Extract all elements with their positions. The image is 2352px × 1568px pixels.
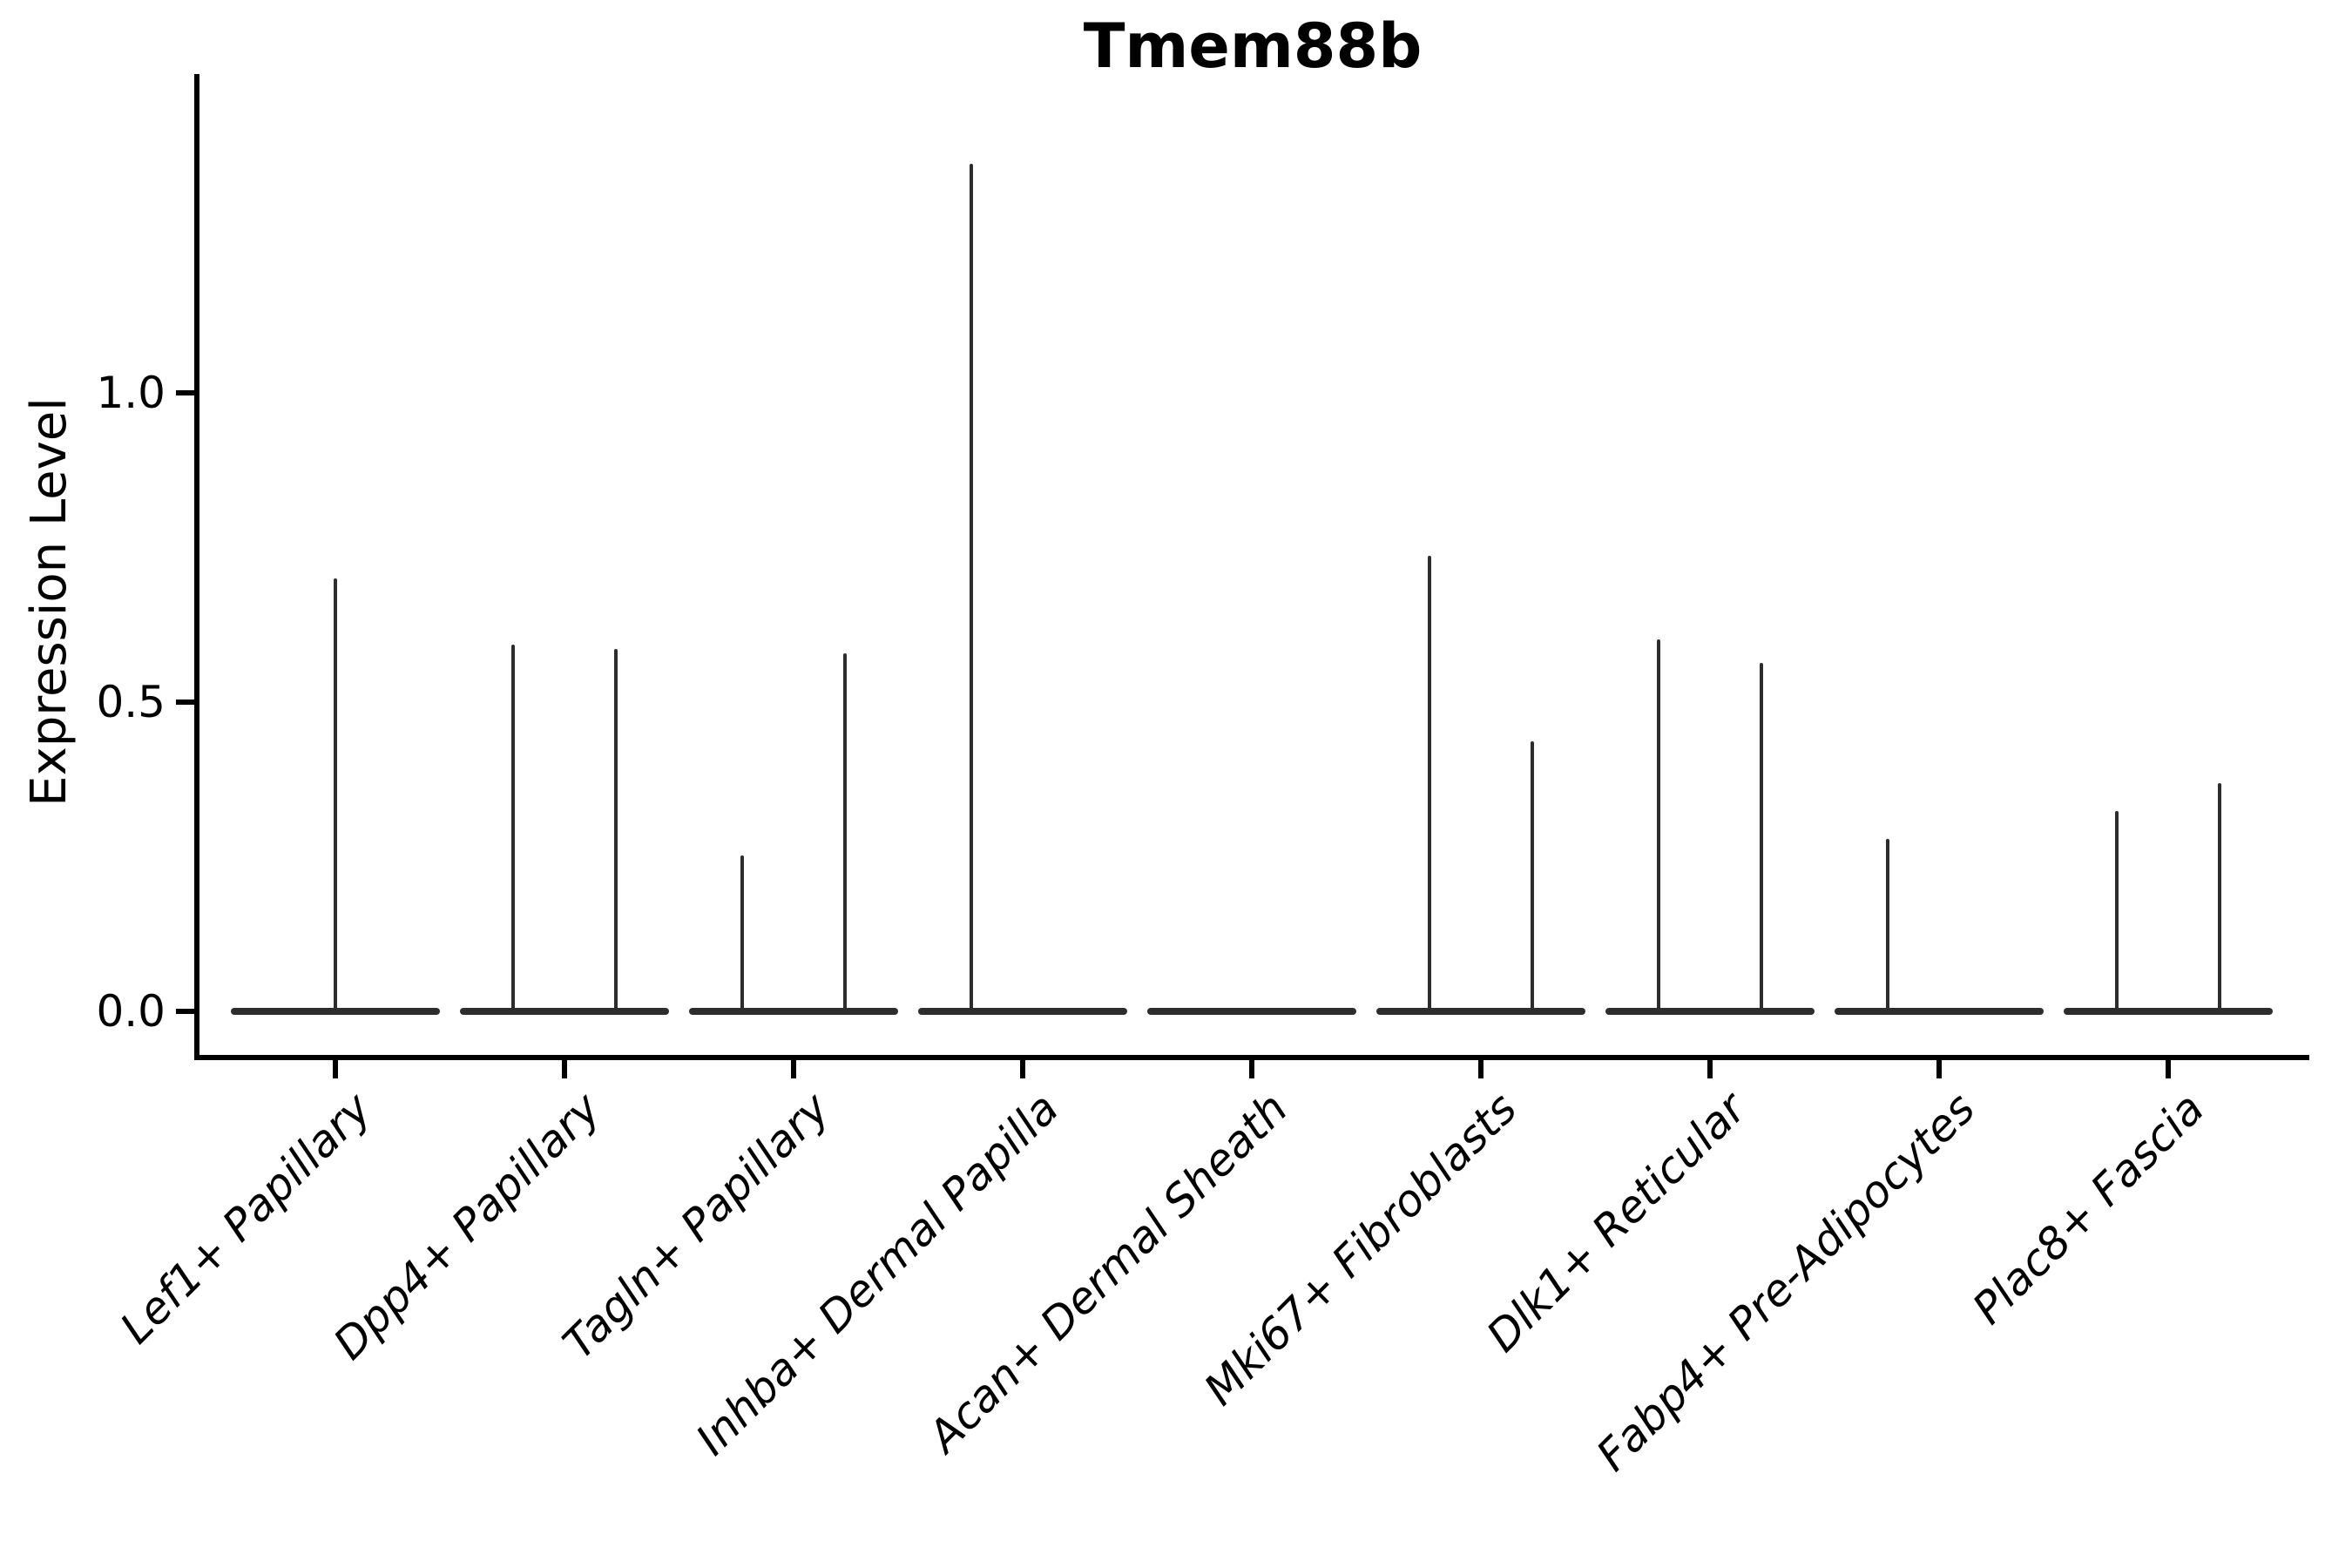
violin-spike [843,652,847,1011]
violin-spike [614,648,618,1011]
violin-spike [2115,810,2119,1011]
violin-body [1605,1008,1815,1015]
violin-body [1147,1008,1356,1015]
violin-spike [1428,555,1431,1011]
violin-body [918,1008,1127,1015]
violin-spike [1760,663,1763,1011]
violin-spike [1886,838,1889,1011]
y-tick-mark [176,390,194,395]
violin-body [1835,1008,2044,1015]
y-tick-mark [176,700,194,705]
y-axis-label: Expression Level [21,397,78,807]
x-tick-mark [1707,1060,1713,1078]
plot-title: Tmem88b [1083,10,1423,82]
violin-body [231,1008,440,1015]
violin-spike [970,164,973,1011]
violin-spike [740,855,744,1011]
violin-spike [334,578,337,1011]
violin-body [689,1008,898,1015]
x-tick-mark [1249,1060,1254,1078]
violin-body [1376,1008,1585,1015]
violin-spike [1531,740,1534,1011]
y-tick-mark [176,1009,194,1014]
violin-spike [1657,639,1660,1011]
violin-body [2064,1008,2273,1015]
x-tick-mark [1020,1060,1025,1078]
x-tick-mark [1936,1060,1942,1078]
x-tick-mark [333,1060,338,1078]
x-tick-mark [1478,1060,1484,1078]
violin-spike [511,644,515,1011]
x-tick-mark [791,1060,796,1078]
y-axis-spine [194,74,199,1060]
x-axis-spine [194,1055,2309,1060]
y-tick-label: 0.5 [96,677,166,727]
x-tick-mark [2166,1060,2171,1078]
y-tick-label: 0.0 [96,986,166,1037]
x-tick-mark [562,1060,567,1078]
violin-spike [2218,783,2221,1011]
violin-body [460,1008,669,1015]
y-tick-label: 1.0 [96,368,166,418]
